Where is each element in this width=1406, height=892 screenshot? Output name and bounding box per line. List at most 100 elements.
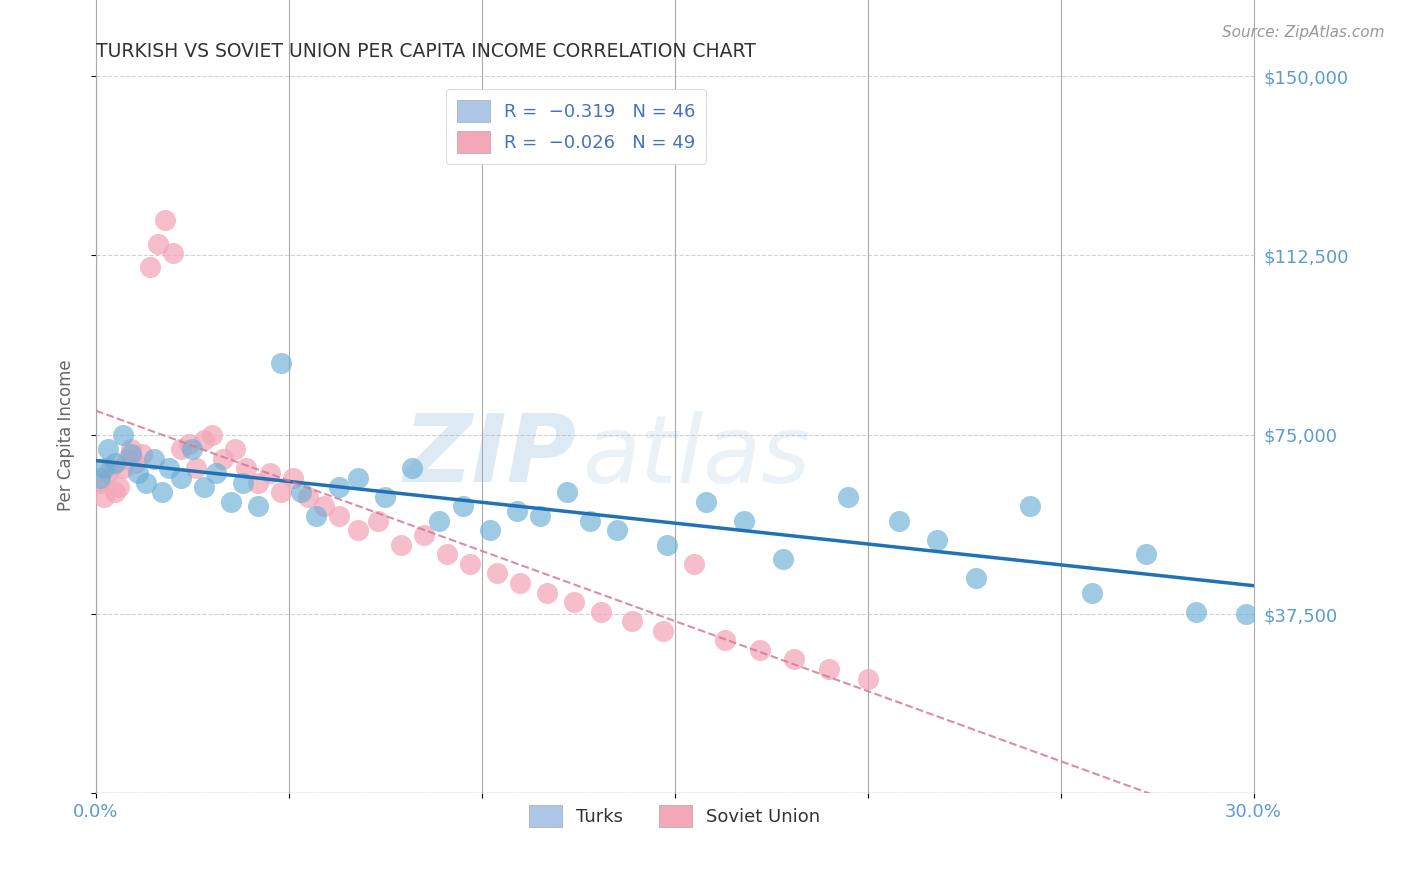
Point (235, 461, 257, 475)
Point (281, 471, 304, 485)
Point (193, 433, 215, 447)
Point (104, 457, 127, 471)
Point (104, 485, 127, 500)
Point (177, 437, 200, 451)
Point (219, 494, 242, 508)
Point (1080, 585, 1102, 599)
Text: TURKISH VS SOVIET UNION PER CAPITA INCOME CORRELATION CHART: TURKISH VS SOVIET UNION PER CAPITA INCOM… (96, 42, 756, 61)
Point (965, 571, 987, 585)
Point (142, 451, 165, 466)
Point (621, 614, 644, 628)
Point (555, 485, 578, 500)
Point (655, 538, 678, 552)
Point (328, 509, 350, 524)
Point (652, 624, 675, 638)
Point (224, 442, 246, 456)
Point (1135, 547, 1157, 561)
Point (270, 356, 292, 370)
Point (367, 514, 389, 528)
Point (124, 457, 146, 471)
Point (181, 442, 204, 456)
Point (818, 662, 841, 676)
Point (328, 480, 350, 494)
Point (486, 566, 509, 581)
Point (201, 427, 224, 442)
Point (170, 471, 193, 485)
Point (591, 605, 613, 619)
Point (97, 442, 120, 456)
Point (436, 547, 458, 561)
Point (429, 514, 451, 528)
Point (162, 246, 184, 260)
Point (139, 260, 162, 275)
Point (887, 514, 910, 528)
Point (683, 557, 706, 571)
Point (93, 490, 115, 504)
Point (89, 471, 111, 485)
Point (108, 480, 131, 494)
Y-axis label: Per Capita Income: Per Capita Income (58, 359, 75, 510)
Legend: Turks, Soviet Union: Turks, Soviet Union (522, 798, 828, 835)
Point (529, 509, 551, 524)
Point (111, 461, 134, 475)
Point (146, 236, 169, 251)
Point (135, 475, 157, 490)
Point (837, 490, 859, 504)
Point (120, 442, 142, 456)
Point (564, 595, 586, 609)
Point (347, 524, 370, 538)
Point (247, 475, 270, 490)
Point (89, 475, 111, 490)
Point (478, 524, 501, 538)
Point (193, 480, 215, 494)
Point (606, 524, 628, 538)
Point (93, 461, 115, 475)
Point (509, 576, 531, 591)
Point (856, 672, 879, 686)
Point (1018, 500, 1040, 514)
Point (170, 442, 193, 456)
Point (297, 490, 319, 504)
Text: ZIP: ZIP (404, 410, 576, 502)
Point (305, 509, 328, 524)
Point (270, 485, 292, 500)
Point (505, 504, 527, 518)
Point (212, 451, 235, 466)
Point (232, 475, 254, 490)
Point (115, 451, 138, 466)
Point (579, 514, 602, 528)
Point (374, 490, 396, 504)
Point (290, 485, 312, 500)
Point (451, 500, 474, 514)
Point (120, 447, 142, 461)
Text: atlas: atlas (582, 411, 810, 502)
Point (150, 485, 173, 500)
Point (927, 533, 949, 547)
Point (1234, 607, 1257, 621)
Point (536, 585, 558, 599)
Point (111, 427, 134, 442)
Point (157, 461, 180, 475)
Point (127, 466, 149, 480)
Point (695, 494, 717, 508)
Point (204, 466, 226, 480)
Text: Source: ZipAtlas.com: Source: ZipAtlas.com (1222, 25, 1385, 40)
Point (733, 514, 755, 528)
Point (347, 471, 370, 485)
Point (131, 447, 153, 461)
Point (155, 212, 177, 227)
Point (1184, 605, 1206, 619)
Point (100, 461, 122, 475)
Point (714, 633, 737, 648)
Point (783, 652, 806, 666)
Point (97, 466, 120, 480)
Point (247, 500, 270, 514)
Point (389, 538, 412, 552)
Point (772, 552, 794, 566)
Point (458, 557, 481, 571)
Point (259, 466, 281, 480)
Point (186, 461, 208, 475)
Point (748, 643, 770, 657)
Point (312, 500, 335, 514)
Point (401, 461, 423, 475)
